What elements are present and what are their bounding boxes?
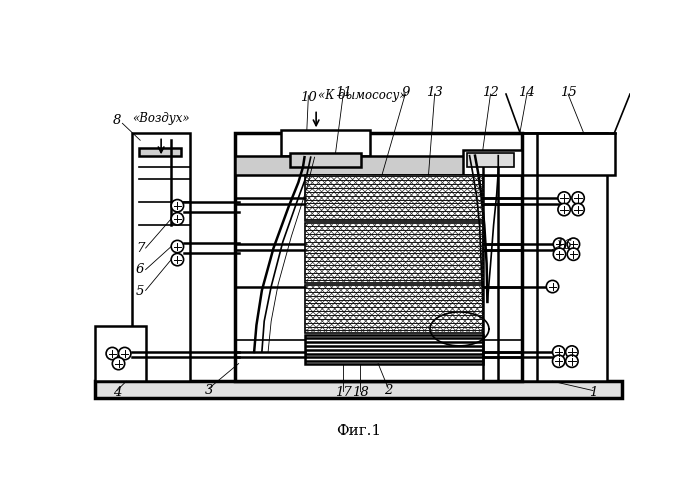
Text: 3: 3 bbox=[205, 384, 214, 397]
Text: 11: 11 bbox=[335, 86, 351, 99]
Text: 17: 17 bbox=[335, 386, 351, 399]
Bar bbox=[522, 133, 607, 381]
Text: 6: 6 bbox=[136, 263, 144, 276]
Circle shape bbox=[172, 241, 183, 252]
Bar bbox=[304, 335, 483, 363]
Text: 10: 10 bbox=[300, 92, 316, 104]
Text: 13: 13 bbox=[426, 86, 443, 99]
Circle shape bbox=[553, 238, 566, 250]
Bar bbox=[132, 133, 190, 381]
Bar bbox=[95, 381, 622, 398]
Circle shape bbox=[558, 203, 570, 216]
Text: 16: 16 bbox=[555, 239, 572, 252]
Circle shape bbox=[552, 346, 565, 358]
Bar bbox=[281, 130, 370, 155]
Circle shape bbox=[567, 238, 580, 250]
Bar bbox=[234, 133, 522, 381]
Circle shape bbox=[566, 346, 578, 358]
Text: 8: 8 bbox=[113, 114, 121, 128]
Bar bbox=[290, 153, 361, 167]
Circle shape bbox=[566, 355, 578, 367]
Circle shape bbox=[572, 203, 584, 216]
Text: 9: 9 bbox=[401, 86, 410, 99]
Circle shape bbox=[552, 355, 565, 367]
Bar bbox=[520, 133, 615, 175]
Bar bbox=[95, 326, 146, 381]
Circle shape bbox=[546, 280, 559, 293]
Circle shape bbox=[106, 347, 118, 360]
Bar bbox=[304, 175, 483, 221]
Circle shape bbox=[572, 192, 584, 204]
Circle shape bbox=[553, 248, 566, 260]
Bar bbox=[463, 150, 522, 175]
Circle shape bbox=[172, 253, 183, 266]
Bar bbox=[304, 223, 483, 283]
Bar bbox=[304, 285, 483, 333]
Circle shape bbox=[112, 357, 125, 370]
Circle shape bbox=[172, 199, 183, 212]
Circle shape bbox=[558, 192, 570, 204]
Text: 12: 12 bbox=[482, 86, 499, 99]
Text: 14: 14 bbox=[519, 86, 536, 99]
Text: «Воздух»: «Воздух» bbox=[132, 112, 190, 125]
Text: 5: 5 bbox=[136, 286, 144, 298]
Bar bbox=[139, 148, 181, 155]
Text: 15: 15 bbox=[559, 86, 576, 99]
Text: 7: 7 bbox=[136, 242, 144, 254]
Circle shape bbox=[172, 213, 183, 225]
Text: 2: 2 bbox=[384, 384, 393, 397]
Circle shape bbox=[118, 347, 131, 360]
Text: 18: 18 bbox=[352, 386, 369, 399]
Bar bbox=[234, 155, 522, 175]
Bar bbox=[468, 153, 514, 167]
Text: 4: 4 bbox=[113, 386, 121, 399]
Text: 1: 1 bbox=[589, 386, 597, 399]
Text: Фиг.1: Фиг.1 bbox=[336, 424, 382, 438]
Circle shape bbox=[567, 248, 580, 260]
Text: «К дымососу»: «К дымососу» bbox=[318, 89, 407, 102]
